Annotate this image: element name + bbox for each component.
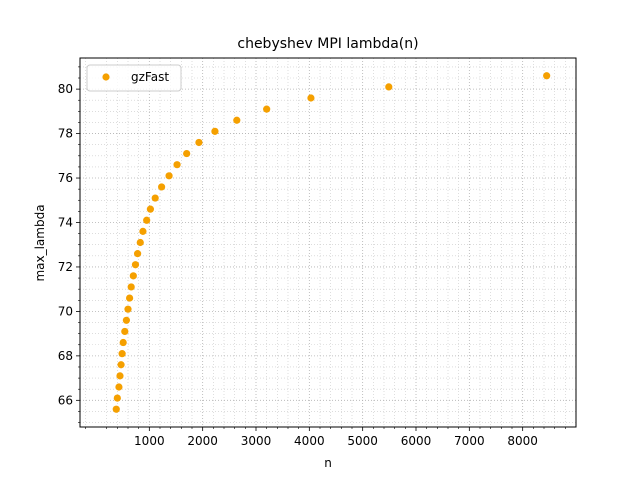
data-point (263, 105, 271, 113)
y-tick-label: 78 (58, 127, 73, 141)
data-point (126, 294, 134, 302)
legend-box (86, 64, 182, 92)
data-point (136, 238, 144, 247)
data-point (139, 227, 147, 235)
y-tick-label: 74 (58, 215, 73, 229)
data-point (122, 316, 130, 324)
data-point (173, 161, 181, 169)
data-point (151, 194, 159, 202)
y-axis-label: max_lambda (33, 204, 47, 281)
data-point (112, 405, 120, 413)
y-tick-label: 66 (58, 393, 73, 407)
data-point (134, 250, 142, 258)
data-point (116, 372, 124, 380)
x-axis-ticks: 1000 2000 3000 4000 5000 6000 7000 8000 (85, 427, 566, 448)
x-tick-label: 4000 (294, 434, 325, 448)
x-axis-label: n (324, 456, 332, 470)
data-point (121, 327, 129, 336)
data-point (158, 183, 166, 191)
data-point (118, 350, 126, 358)
data-point (113, 394, 121, 402)
data-point (131, 261, 140, 269)
data-point (117, 361, 125, 369)
x-tick-label: 1000 (134, 434, 165, 448)
data-point (119, 338, 127, 347)
y-tick-label: 70 (58, 304, 73, 318)
data-point (143, 216, 151, 224)
data-point (146, 205, 154, 213)
data-point (183, 149, 191, 158)
y-tick-label: 72 (58, 260, 73, 274)
legend-label-gzFast: gzFast (131, 70, 169, 84)
x-tick-label: 8000 (507, 434, 538, 448)
y-tick-label: 80 (58, 82, 73, 96)
data-point (129, 272, 137, 280)
data-point (115, 383, 123, 391)
x-tick-label: 7000 (454, 434, 485, 448)
plot-frame (79, 57, 577, 428)
data-point (211, 127, 219, 135)
data-points (112, 72, 551, 413)
y-tick-label: 68 (58, 349, 73, 363)
data-point (307, 94, 315, 102)
data-point (124, 305, 132, 313)
x-tick-label: 2000 (187, 434, 218, 448)
legend-marker-gzFast (102, 73, 110, 81)
legend: gzFast (86, 64, 182, 92)
data-point (195, 138, 203, 147)
y-axis-ticks: 66 68 70 72 74 76 78 80 (58, 66, 80, 423)
x-tick-label: 3000 (241, 434, 272, 448)
y-tick-label: 76 (58, 171, 73, 185)
data-point (233, 116, 241, 124)
data-point (165, 172, 173, 180)
x-tick-label: 5000 (347, 434, 378, 448)
data-point (543, 72, 551, 80)
data-point (385, 83, 393, 91)
data-point (127, 283, 135, 291)
x-tick-label: 6000 (401, 434, 432, 448)
chart-title: chebyshev MPI lambda(n) (237, 36, 418, 52)
